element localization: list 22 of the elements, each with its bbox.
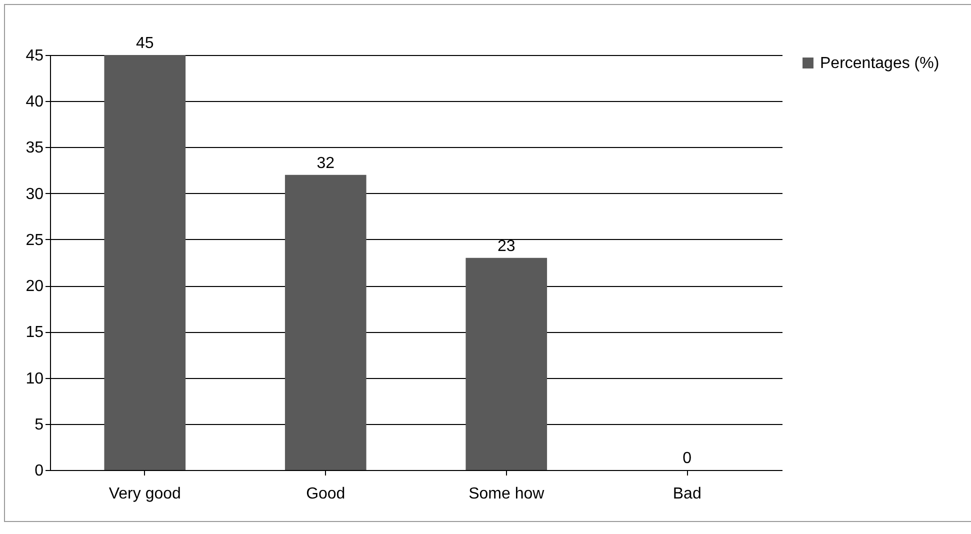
bar <box>104 55 186 470</box>
y-tick-label: 20 <box>26 278 44 296</box>
data-label: 23 <box>497 238 516 255</box>
y-tick-label: 10 <box>26 370 44 388</box>
x-tick-label: Some how <box>468 486 545 502</box>
bar <box>466 258 548 470</box>
y-tick-label: 15 <box>26 324 44 342</box>
x-tick-label: Very good <box>108 486 181 502</box>
x-tick-label: Good <box>306 486 346 502</box>
y-tick-label: 0 <box>34 462 44 480</box>
data-label: 0 <box>682 450 692 467</box>
y-tick-label: 30 <box>26 186 44 203</box>
x-tick-label: Bad <box>672 486 702 502</box>
y-tick-label: 35 <box>26 140 44 157</box>
y-tick-label: 45 <box>26 48 44 64</box>
data-label: 45 <box>136 35 154 52</box>
y-tick-label: 40 <box>26 94 44 111</box>
y-tick-label: 25 <box>26 232 44 249</box>
y-tick-label: 5 <box>34 416 44 434</box>
bar <box>284 174 366 470</box>
legend-label: Percentages (%) <box>820 55 940 72</box>
data-label: 32 <box>316 154 335 172</box>
